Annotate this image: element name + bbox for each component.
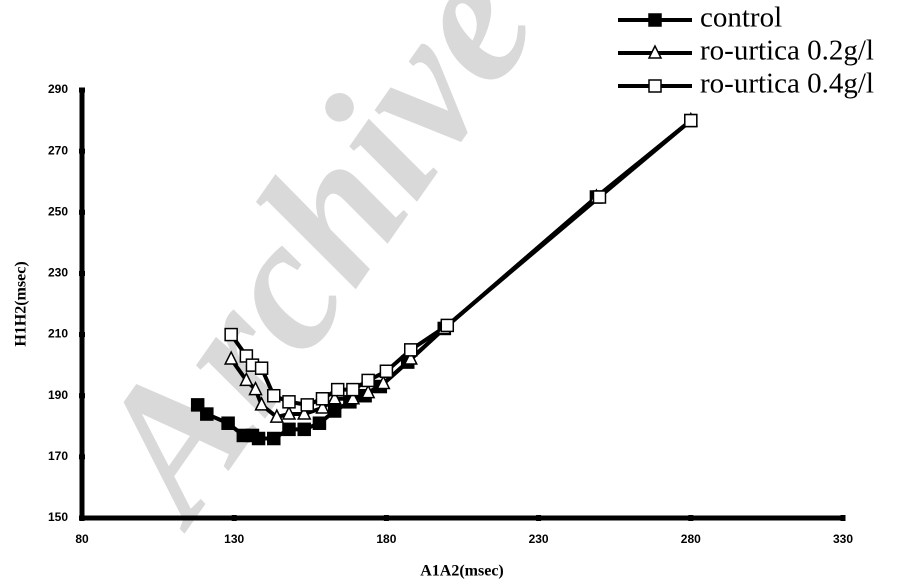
watermark: Archive	[47, 0, 576, 558]
marker	[684, 113, 698, 128]
marker	[248, 380, 263, 396]
marker	[592, 190, 607, 204]
y-tick-label: 150	[48, 510, 68, 524]
x-axis-title: A1A2(msec)	[420, 563, 504, 580]
marker	[330, 382, 345, 397]
marker	[223, 350, 239, 365]
y-tick-label: 230	[48, 266, 68, 280]
marker	[312, 416, 327, 430]
marker	[648, 79, 662, 93]
y-tick-label: 290	[48, 82, 68, 96]
y-axis-title: H1H2(msec)	[13, 261, 30, 346]
marker	[300, 398, 315, 412]
marker	[315, 399, 330, 414]
marker	[267, 431, 281, 446]
marker	[251, 431, 266, 446]
marker	[327, 404, 342, 418]
marker	[221, 416, 235, 430]
marker	[361, 373, 375, 388]
marker	[200, 407, 214, 421]
x-tick-label: 80	[75, 532, 89, 546]
y-tick-label: 210	[48, 327, 68, 341]
marker	[346, 382, 360, 397]
legend-label: control	[700, 2, 782, 34]
marker	[379, 364, 394, 379]
y-tick-label: 270	[48, 143, 68, 157]
marker	[440, 318, 455, 333]
marker	[254, 396, 269, 411]
legend-label: ro-urtica 0.2g/l	[700, 35, 874, 67]
marker	[648, 13, 662, 27]
x-tick-label: 280	[681, 532, 701, 546]
marker	[267, 388, 281, 403]
x-tick-label: 230	[529, 532, 549, 546]
x-tick-label: 330	[833, 532, 853, 546]
marker	[224, 327, 238, 342]
marker	[327, 390, 342, 405]
y-tick-label: 250	[48, 204, 68, 218]
y-tick-label: 170	[48, 449, 68, 463]
legend-label: ro-urtica 0.4g/l	[700, 68, 874, 100]
marker	[376, 374, 391, 390]
marker	[315, 392, 330, 406]
y-tick-label: 190	[48, 388, 68, 402]
marker	[345, 390, 361, 405]
plot: 150 170 190 210 230 250 270 290 80 130 180 230 280 33…	[48, 82, 853, 546]
x-tick-label: 180	[376, 532, 396, 546]
marker	[282, 422, 296, 437]
marker	[254, 361, 269, 375]
marker	[282, 395, 296, 409]
x-tick-label: 130	[224, 532, 244, 546]
marker	[647, 44, 663, 59]
marker	[239, 371, 254, 387]
marker	[296, 405, 312, 420]
marker	[360, 383, 376, 399]
watermark-group: Archive	[47, 0, 576, 558]
marker	[281, 405, 297, 420]
marker	[269, 408, 285, 423]
marker	[404, 343, 418, 357]
marker	[403, 350, 418, 365]
marker	[297, 422, 311, 437]
